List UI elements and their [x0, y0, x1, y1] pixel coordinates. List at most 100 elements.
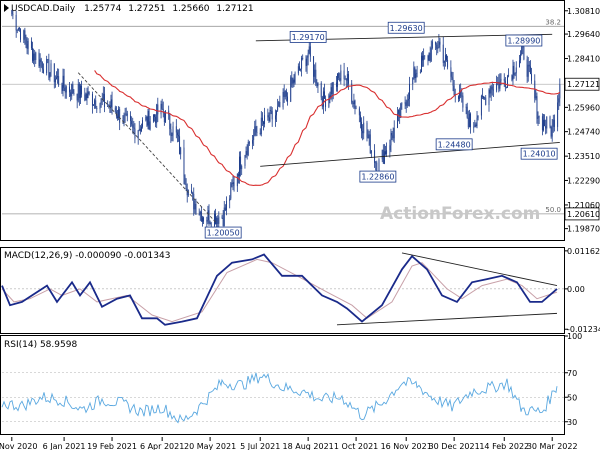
x-tick-label: 1 Oct 2021 — [334, 442, 378, 450]
candle-body — [399, 109, 401, 118]
candle-body — [69, 86, 70, 93]
candle-body — [130, 115, 132, 121]
price-y-tick-label: 1.19870 — [567, 225, 600, 234]
candle-body — [254, 126, 256, 136]
price-panel-frame — [0, 0, 565, 241]
candle-body — [108, 105, 110, 106]
candle-body — [470, 113, 471, 128]
candle-body — [328, 95, 330, 107]
candle-body — [316, 83, 318, 87]
candle-body — [30, 41, 32, 49]
candle-body — [477, 115, 479, 118]
candle-body — [191, 190, 193, 193]
candle-body — [223, 207, 225, 226]
candle-body — [62, 75, 64, 91]
candle-body — [359, 115, 361, 122]
macd-y-tick-label: 0.00 — [567, 285, 585, 294]
candle-body — [96, 107, 98, 110]
candle-body — [39, 59, 41, 67]
candle-body — [282, 91, 284, 108]
candle-body — [146, 116, 148, 126]
candle-body — [385, 151, 386, 154]
candle-body — [386, 150, 388, 154]
candle-body — [462, 95, 464, 108]
candle-body — [284, 90, 286, 97]
collapse-arrow-icon[interactable] — [4, 4, 9, 12]
candle-body — [70, 92, 72, 97]
candle-body — [198, 214, 200, 215]
candle-body — [186, 188, 188, 196]
candle-body — [61, 85, 63, 91]
candle-body — [549, 116, 551, 127]
candle-body — [401, 103, 403, 105]
candle-body — [544, 119, 546, 127]
candle-body — [125, 113, 127, 115]
candle-body — [221, 216, 223, 218]
x-tick-label: 6 Apr 2021 — [140, 442, 184, 450]
candle-body — [12, 14, 14, 15]
price-annotation-box — [204, 226, 242, 239]
candle-body — [200, 211, 202, 222]
candle-body — [444, 55, 446, 61]
candle-body — [390, 132, 392, 146]
candle-body — [315, 69, 317, 84]
candle-body — [329, 95, 331, 99]
candle-body — [224, 207, 226, 211]
candle-body — [264, 115, 266, 125]
candle-body — [465, 106, 467, 108]
price-y-tick-label: 1.25960 — [567, 103, 600, 112]
candle-body — [476, 117, 478, 127]
candle-body — [451, 76, 453, 79]
candle-body — [391, 132, 393, 136]
candle-body — [436, 44, 438, 49]
candle-body — [345, 78, 347, 81]
candle-body — [508, 75, 510, 77]
candle-body — [376, 162, 378, 173]
x-tick-label: 6 Jan 2021 — [43, 442, 86, 450]
candle-body — [244, 155, 246, 166]
candle-body — [374, 150, 376, 163]
candle-body — [338, 73, 340, 79]
candle-body — [73, 93, 75, 94]
price-annotation-label: 1.29630 — [390, 24, 423, 33]
candle-body — [368, 134, 370, 139]
candle-body — [86, 93, 88, 99]
candle-body — [313, 56, 315, 77]
candle-body — [124, 114, 126, 116]
price-annotation-box — [435, 138, 473, 151]
symbol-label: USDCAD.Daily — [11, 4, 76, 14]
candle-body — [307, 53, 309, 58]
candle-body — [354, 100, 356, 109]
candle-body — [353, 100, 355, 105]
candle-body — [543, 119, 544, 131]
candle-body — [134, 128, 136, 139]
candle-body — [545, 126, 547, 129]
candle-body — [209, 222, 211, 224]
dashed-trendline — [77, 72, 216, 223]
candle-body — [203, 217, 205, 222]
candle-body — [269, 110, 271, 121]
candle-body — [145, 116, 147, 121]
candle-body — [195, 203, 197, 215]
candle-body — [41, 62, 43, 70]
candle-body — [93, 104, 94, 106]
candle-body — [435, 41, 437, 45]
ohlc-low: 1.25660 — [172, 4, 209, 14]
candle-body — [336, 82, 337, 87]
candle-body — [79, 85, 81, 99]
candle-body — [443, 60, 445, 63]
candle-body — [511, 75, 513, 80]
candle-body — [252, 140, 254, 144]
candle-body — [537, 117, 539, 119]
candle-body — [340, 70, 342, 81]
candle-body — [275, 115, 276, 120]
candle-body — [499, 80, 501, 89]
candle-body — [76, 93, 78, 101]
candle-body — [400, 103, 402, 118]
candle-body — [484, 97, 486, 99]
candle-body — [553, 119, 555, 127]
candle-body — [447, 59, 449, 68]
candle-body — [149, 121, 151, 130]
annotations-layer: 1.29170 1.29630 1.28990 1.24480 1.22860 1.240… — [204, 21, 558, 239]
